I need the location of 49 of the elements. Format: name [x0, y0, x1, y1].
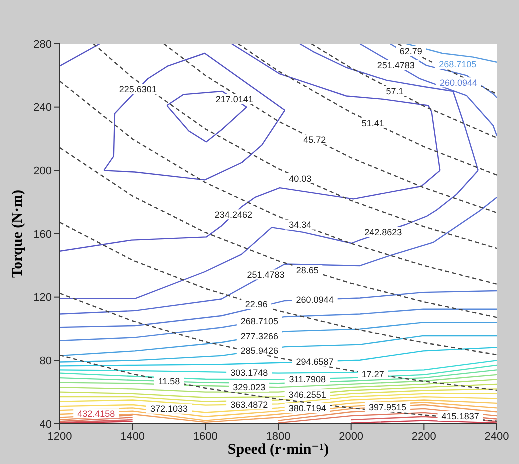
series-label: 28.65 — [296, 265, 319, 276]
series-label: 40.03 — [289, 174, 312, 184]
x-tick-label: 2400 — [484, 430, 510, 443]
x-tick-label: 1400 — [120, 430, 146, 443]
series-label: 45.72 — [304, 135, 326, 146]
series-label: 372.1033 — [150, 404, 188, 414]
series-label: 380.7194 — [288, 403, 326, 414]
x-tick-label: 2000 — [339, 430, 364, 443]
y-tick-label: 240 — [34, 102, 52, 114]
series-label: 217.0141 — [216, 94, 254, 105]
series-label: 51.41 — [362, 118, 384, 128]
x-tick-label: 1600 — [193, 430, 218, 443]
series-label: 285.9426 — [240, 346, 278, 356]
series-label: 277.3266 — [240, 331, 278, 342]
y-tick-label: 40 — [40, 418, 52, 431]
series-label: 62.79 — [400, 46, 422, 57]
x-tick-label: 1200 — [48, 430, 72, 443]
series-label: 234.2462 — [214, 210, 252, 220]
series-label: 22.96 — [245, 300, 268, 310]
y-tick-label: 160 — [34, 228, 52, 241]
series-label: 251.4783 — [247, 270, 285, 280]
series-label: 260.0944 — [440, 78, 478, 88]
series-label: 268.7105 — [240, 316, 278, 327]
series-label: 34.34 — [289, 220, 312, 230]
series-label: 294.6587 — [296, 357, 334, 368]
series-label: 311.7908 — [289, 374, 326, 384]
series-label: 242.8623 — [364, 228, 402, 238]
series-label: 57.1 — [386, 86, 404, 96]
series-label: 268.7105 — [439, 60, 477, 70]
y-tick-label: 80 — [40, 356, 52, 368]
series-label: 415.1837 — [442, 411, 480, 422]
y-tick-label: 280 — [34, 38, 52, 51]
y-tick-label: 120 — [34, 292, 52, 304]
series-label: 11.58 — [158, 376, 180, 387]
series-label: 251.4783 — [377, 60, 415, 70]
series-label: 329.023 — [233, 382, 266, 392]
series-label: 397.9515 — [368, 402, 407, 412]
x-tick-label: 2200 — [412, 430, 436, 443]
series-label: 17.27 — [362, 369, 384, 380]
series-label: 303.1748 — [230, 368, 268, 378]
series-label: 346.2551 — [288, 390, 326, 400]
series-label: 260.0944 — [296, 295, 334, 306]
y-tick-label: 200 — [34, 166, 52, 178]
x-tick-label: 1800 — [266, 430, 291, 443]
series-label: 363.4872 — [230, 400, 268, 410]
y-axis-title: Torque (N·m) — [10, 190, 26, 278]
series-label: 432.4158 — [78, 408, 116, 419]
x-axis-title: Speed (r·min⁻¹) — [228, 442, 330, 458]
series-label: 225.6301 — [119, 84, 157, 95]
